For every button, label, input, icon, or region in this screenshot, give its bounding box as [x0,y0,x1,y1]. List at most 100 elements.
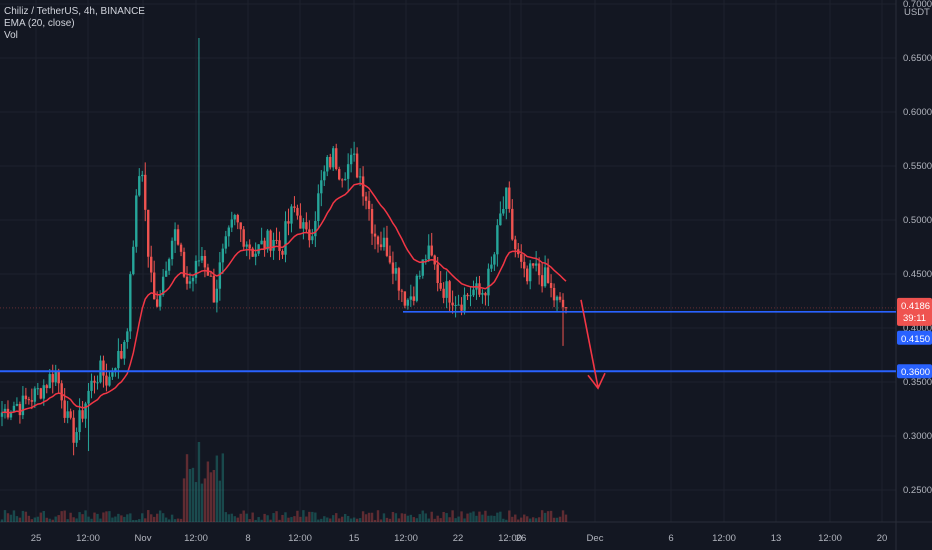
volume-bar [230,513,233,522]
volume-bar [478,511,481,522]
candle-body [281,250,284,255]
volume-bar [33,517,37,522]
candle-body [120,351,123,359]
time-tick-label: 8 [245,533,250,544]
volume-bar [24,511,28,522]
candle-body [424,259,427,261]
price-axis[interactable]: 0.7000 0.6500 0.6000 0.5500 0.5000 0.4500 0.40… [903,0,932,496]
price-tick-label: 0.3500 [903,377,932,388]
candle-body [158,294,162,307]
volume-bar [0,519,4,522]
volume-bar [302,510,305,522]
candle-body [117,351,120,369]
volume-bar [531,517,535,522]
candle-body [457,304,460,306]
time-tick-label: 12:00 [818,533,842,544]
candle-body [84,403,87,419]
volume-bar [63,510,66,522]
volume-bar [108,511,111,522]
volume-bar [120,515,123,522]
volume-bar [546,511,550,522]
candle-body [340,179,344,181]
candle-body [543,267,547,287]
candle-body [152,272,156,300]
candle-body [135,195,138,247]
volume-bar [496,512,499,522]
volume-bar [69,512,72,522]
candle-body [427,245,430,260]
time-tick-label: 20 [877,533,888,544]
volume-bar [135,519,138,522]
volume-legend[interactable]: Vol [4,30,18,41]
volume-bar [421,510,424,522]
candle-body [561,299,565,308]
volume-bar [430,511,433,522]
candle-body [293,206,296,208]
volume-bar [254,519,257,522]
candle-body [188,281,192,284]
volume-bar [90,518,93,522]
candle-body [430,245,433,256]
volume-bar [36,516,40,522]
candle-body [185,276,189,284]
candle-body [290,206,293,224]
price-tick-label: 0.4500 [903,269,932,280]
candle-body [367,200,371,209]
volume-bar [508,510,511,522]
volume-bar [218,480,222,522]
candle-body [266,230,269,250]
volume-bar [15,516,19,522]
candle-body [352,153,356,155]
volume-bar [561,510,565,522]
candle-body [233,214,236,220]
ema-legend[interactable]: EMA (20, close) [4,18,75,29]
support-levels[interactable] [0,307,896,373]
candle-body [546,267,550,283]
volume-bar [114,516,117,522]
candle-body [87,390,90,404]
candle-body [412,296,416,301]
candle-body [439,282,442,289]
candle-body [30,400,34,402]
volume-bar [248,519,251,522]
volume-bar [493,515,496,522]
volume-bar [370,512,374,522]
volume-bar [48,518,51,522]
time-tick-label: 15 [349,533,360,544]
volume-bar [406,515,410,522]
price-tick-label: 0.5000 [903,215,932,226]
volume-bar [528,518,532,522]
volume-bar [27,515,31,522]
volume-bar [150,514,153,522]
volume-bar [373,519,377,522]
volume-bar [433,518,436,522]
candle-body [460,304,463,311]
volume-bar [206,461,210,522]
volume-bar [81,514,84,522]
volume-bar [364,514,368,522]
volume-bar [454,518,457,522]
time-tick-label: 26 [516,533,527,544]
volume-bar [400,513,404,522]
candle-body [57,371,60,384]
volume-bar [138,519,141,522]
volume-bar [260,519,263,522]
volume-bar [355,518,359,522]
volume-bar [323,516,326,522]
candle-body [463,294,466,311]
volume-bar [84,510,87,522]
volume-bar [167,519,171,522]
candle-body [493,254,496,265]
time-tick-label: 13 [771,533,782,544]
symbol-title[interactable]: Chiliz / TetherUS, 4h, BINANCE [4,6,145,17]
candle-body [230,219,233,228]
candlesticks [0,37,568,456]
candle-body [496,225,499,255]
candle-body [311,236,314,241]
candle-body [105,375,108,386]
candle-body [197,260,201,262]
candle-body [33,388,37,402]
volume-bar [155,513,159,522]
